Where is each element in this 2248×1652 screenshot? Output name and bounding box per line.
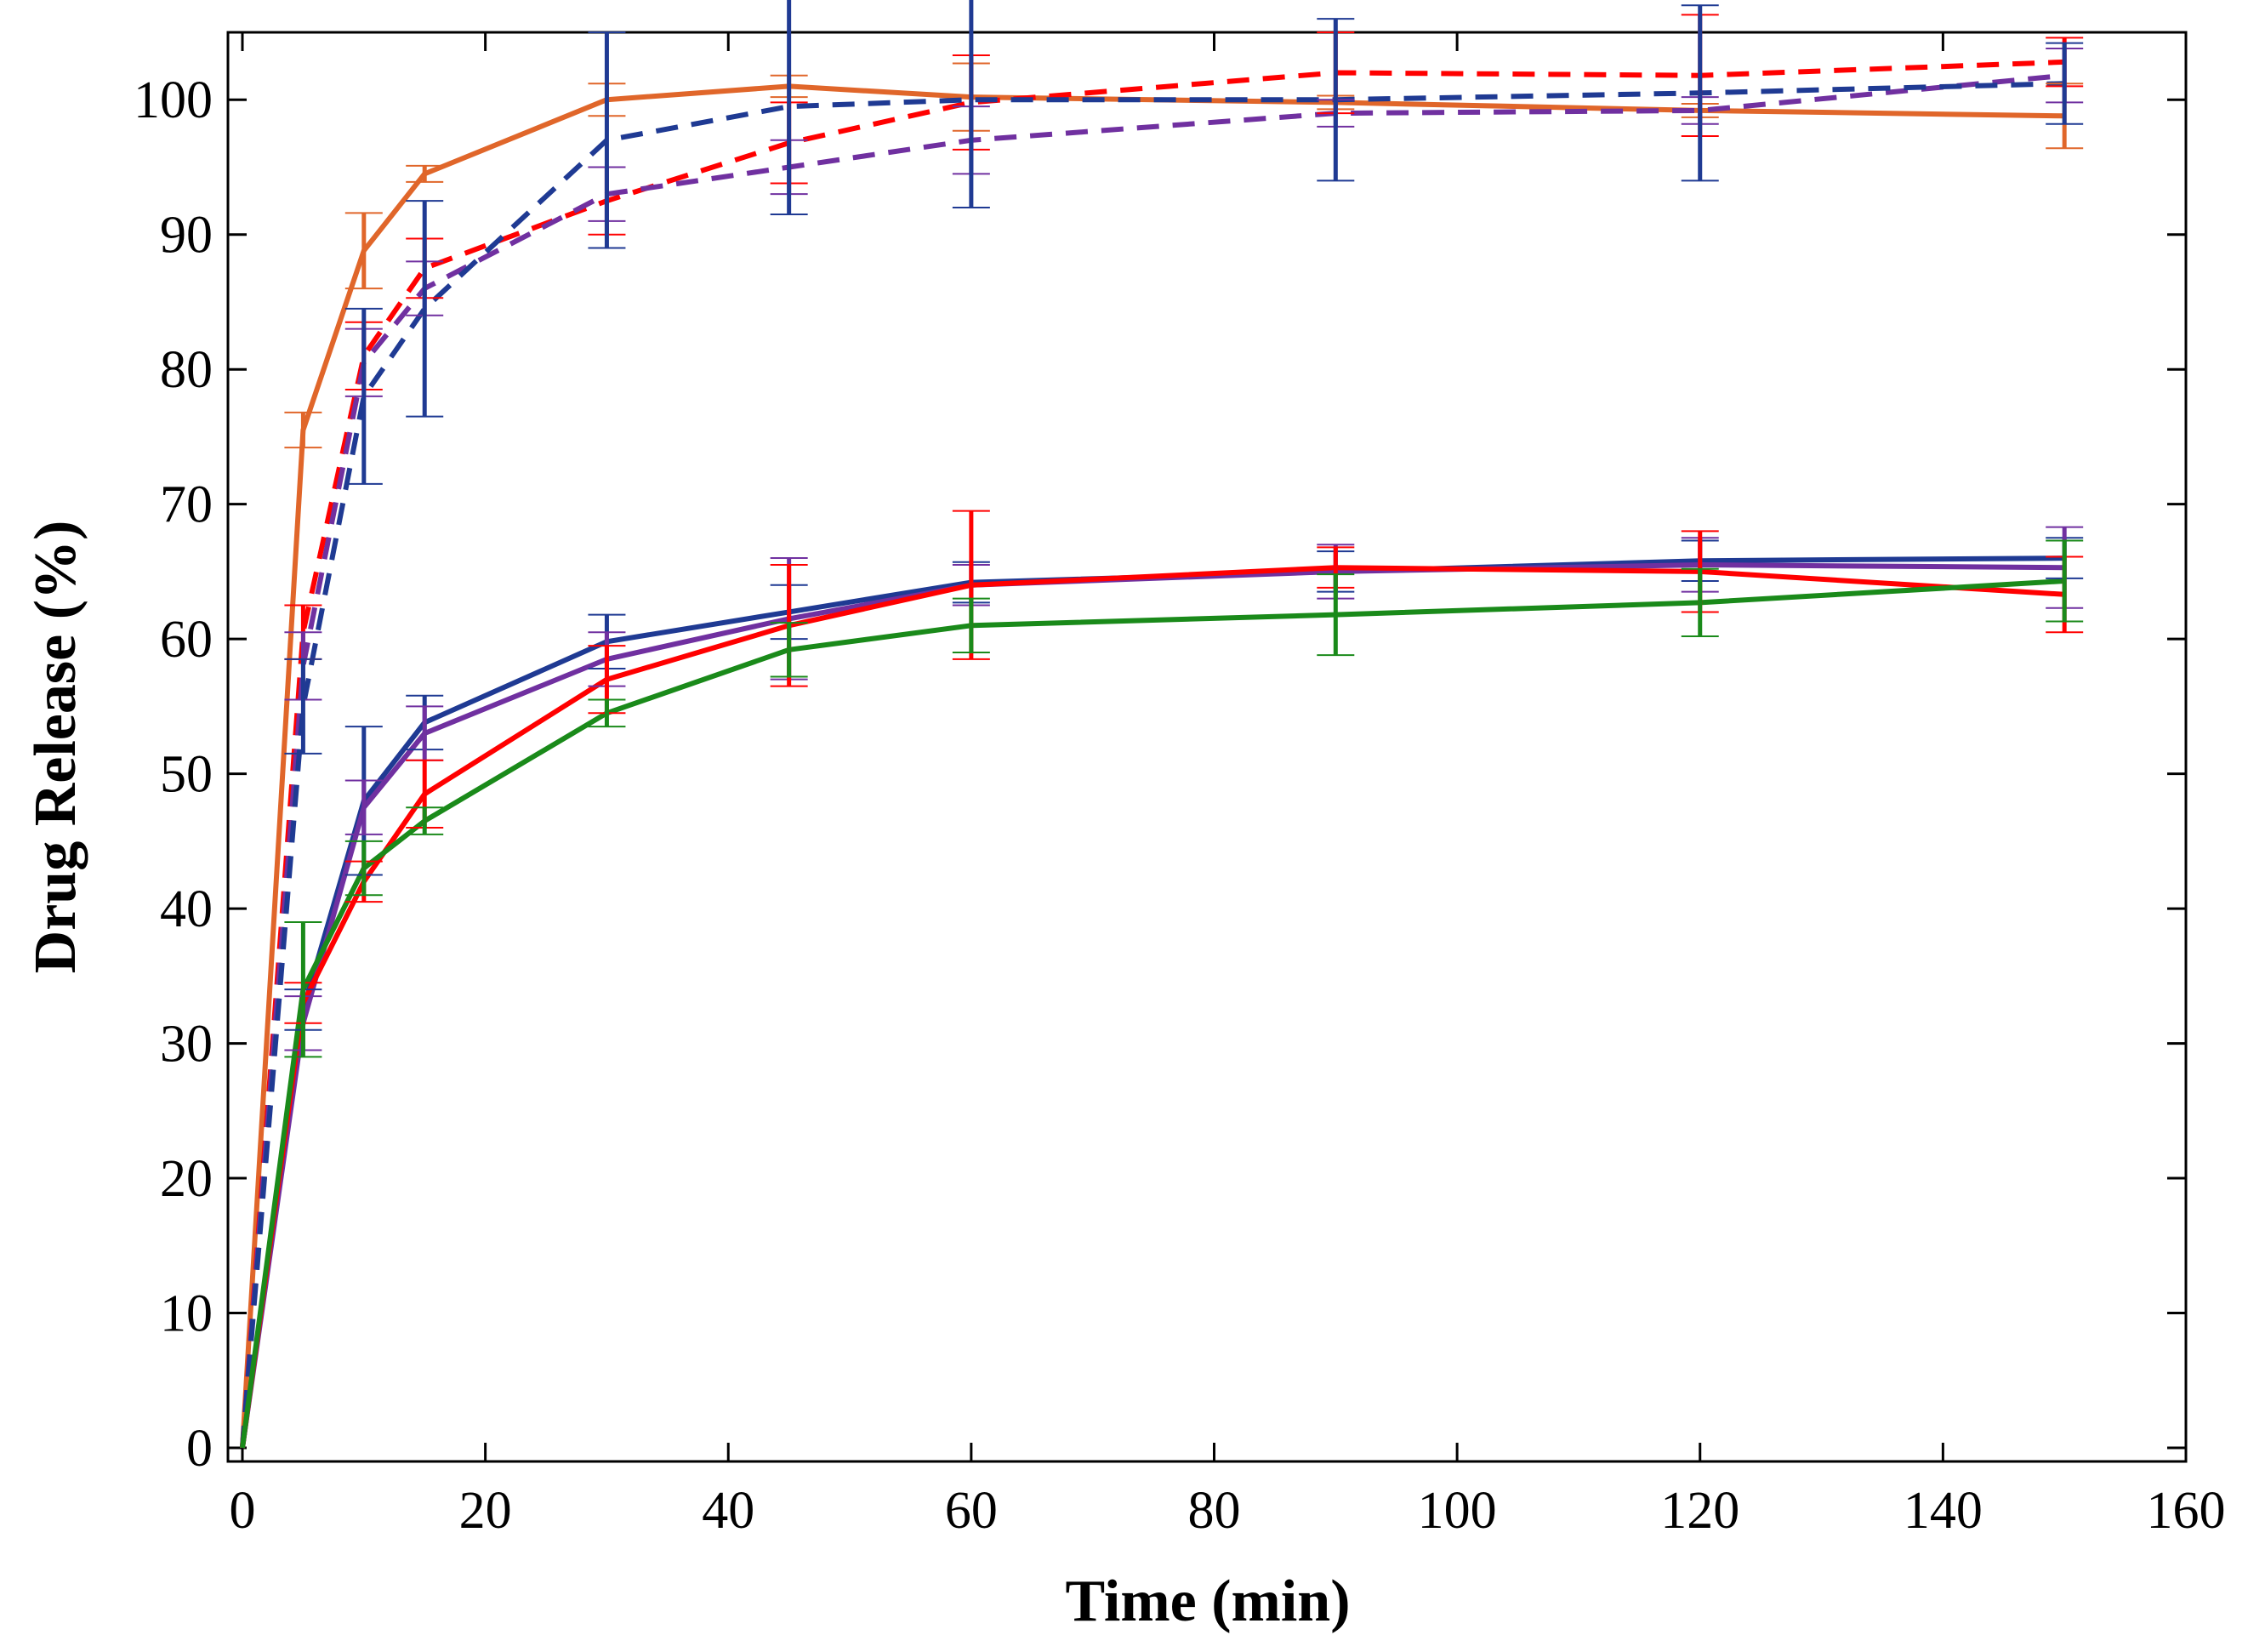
y-tick-label: 70 — [160, 476, 213, 534]
error-bar — [284, 920, 322, 1058]
y-tick-label: 40 — [160, 880, 213, 938]
error-bar — [284, 658, 322, 755]
y-tick-label: 90 — [160, 207, 213, 265]
error-bar — [406, 806, 444, 835]
x-tick-label: 20 — [459, 1482, 512, 1540]
error-bar — [406, 200, 444, 418]
error-bar — [2046, 42, 2084, 125]
y-tick-label: 60 — [160, 611, 213, 669]
series-line-red-solid — [240, 565, 2065, 1449]
series-line-blue-dashed — [240, 81, 2065, 1449]
x-tick-label: 80 — [1188, 1482, 1241, 1540]
series-line-orange-solid — [240, 83, 2065, 1449]
error-bar — [1317, 18, 1355, 182]
x-tick-label: 100 — [1418, 1482, 1497, 1540]
y-tick-label: 0 — [186, 1420, 213, 1478]
error-bar — [952, 597, 990, 653]
x-tick-label: 160 — [2147, 1482, 2226, 1540]
error-bar — [952, 0, 990, 209]
y-tick-label: 30 — [160, 1016, 213, 1074]
error-bar — [1317, 573, 1355, 657]
x-axis-title: Time (min) — [1065, 1569, 1350, 1634]
y-tick-label: 20 — [160, 1150, 213, 1208]
error-bar — [770, 0, 808, 215]
axis-ticks — [228, 32, 2188, 1461]
x-tick-label: 0 — [230, 1482, 256, 1540]
error-bar — [406, 164, 444, 183]
error-bar — [344, 212, 383, 290]
x-tick-label: 120 — [1660, 1482, 1739, 1540]
error-bar — [588, 31, 626, 249]
series-line-purple-solid — [240, 562, 2065, 1449]
y-tick-label: 10 — [160, 1285, 213, 1343]
error-bar-layer — [284, 0, 2084, 1058]
series-line-purple-dashed — [240, 72, 2065, 1449]
series-line-green-solid — [240, 578, 2065, 1449]
series-line-red-dashed — [240, 59, 2065, 1449]
x-tick-label: 40 — [702, 1482, 754, 1540]
error-bar — [344, 840, 383, 897]
y-tick-label: 100 — [134, 71, 213, 129]
error-bar — [284, 411, 322, 449]
y-tick-label: 80 — [160, 341, 213, 399]
error-bar — [1681, 567, 1719, 637]
series-layer — [240, 59, 2065, 1449]
y-tick-label: 50 — [160, 746, 213, 804]
error-bar — [588, 698, 626, 728]
error-bar — [770, 622, 808, 678]
plot-frame — [226, 31, 2188, 1463]
x-tick-label: 60 — [945, 1482, 998, 1540]
series-line-blue-solid — [240, 555, 2065, 1449]
x-tick-label: 140 — [1904, 1482, 1983, 1540]
error-bar — [344, 779, 383, 835]
error-bar — [344, 307, 383, 485]
error-bar — [2046, 539, 2084, 623]
error-bar — [1681, 4, 1719, 182]
tick-labels: 0 20 40 60 80 100 120 140 160 0 10 20 30 40 50 60 70 80 90… — [134, 71, 2226, 1540]
y-axis-title: Drug Release (%) — [23, 521, 88, 974]
